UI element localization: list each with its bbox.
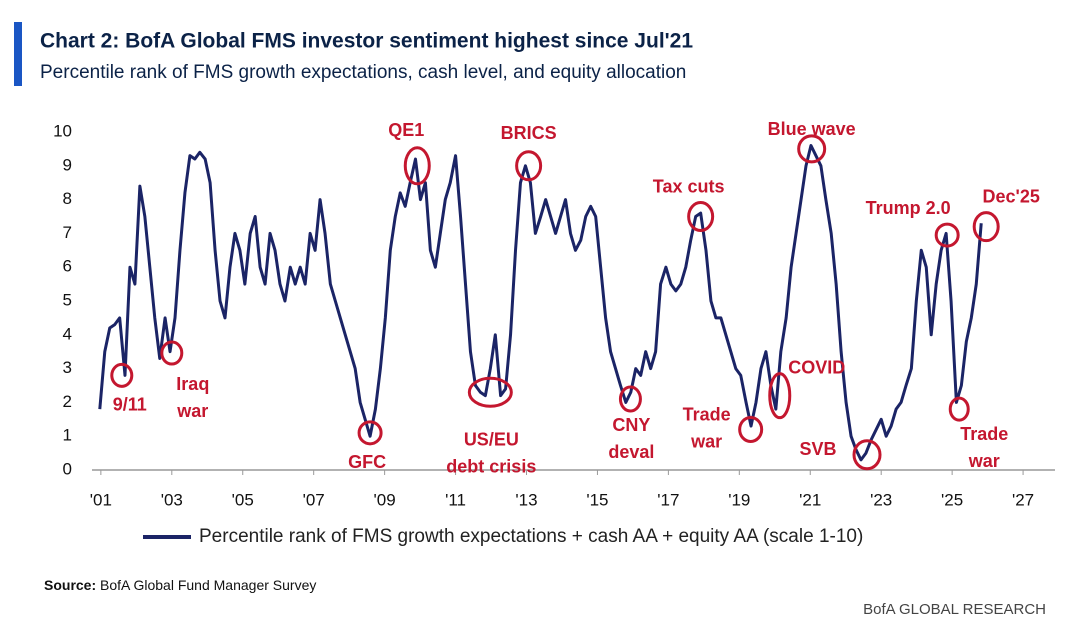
annotation-line: Trade	[683, 404, 731, 424]
annotation-line: BRICS	[501, 123, 557, 143]
y-tick-label: 9	[63, 155, 72, 174]
annotation-label: Tax cuts	[653, 176, 725, 196]
annotation-label: Trump 2.0	[866, 198, 951, 218]
brand: BofA GLOBAL RESEARCH	[863, 601, 1046, 618]
annotation-line: CNY	[612, 415, 650, 435]
annotation-line: debt crisis	[446, 456, 536, 476]
x-tick-label: '21	[799, 490, 821, 509]
annotation-circle	[948, 396, 970, 422]
annotation-line: Dec'25	[983, 186, 1040, 206]
annotation-label: 9/11	[113, 394, 147, 414]
x-tick-label: '17	[657, 490, 679, 509]
annotation-circle	[403, 146, 431, 186]
legend-label: Percentile rank of FMS growth expectatio…	[199, 526, 863, 547]
annotation-label: Blue wave	[768, 119, 856, 139]
y-tick-label: 0	[63, 459, 72, 478]
annotation-label: Iraq war	[176, 374, 209, 421]
x-tick-label: '15	[586, 490, 608, 509]
annotation-line: deval	[608, 442, 654, 462]
annotation-circle	[797, 134, 827, 164]
series-line	[98, 144, 983, 462]
annotation-circle	[852, 439, 882, 471]
x-tick-label: '07	[303, 490, 325, 509]
annotation-circle	[738, 415, 764, 443]
x-tick-label: '13	[515, 490, 537, 509]
y-tick-label: 1	[63, 426, 72, 445]
chart-title: Chart 2: BofA Global FMS investor sentim…	[40, 30, 693, 53]
annotation-label: BRICS	[501, 123, 557, 143]
annotation-line: Trump 2.0	[866, 198, 951, 218]
y-tick-label: 10	[53, 121, 72, 140]
annotation-label: GFC	[348, 452, 386, 472]
annotation-label: Trade war	[960, 424, 1008, 471]
annotation-label: CNY deval	[608, 415, 654, 462]
annotation-circle	[110, 362, 134, 388]
annotation-line: Iraq	[176, 374, 209, 394]
annotation-circle	[972, 211, 1000, 243]
annotation-label: COVID	[788, 357, 845, 377]
annotation-label: Trade war	[683, 404, 731, 451]
y-tick-label: 6	[63, 257, 72, 276]
annotation-circle	[934, 222, 960, 248]
annotation-label: SVB	[800, 439, 837, 459]
annotation-line: 9/11	[113, 394, 147, 414]
source-label: Source:	[44, 577, 96, 593]
annotation-line: war	[690, 431, 722, 451]
y-tick-label: 2	[63, 392, 72, 411]
x-tick-label: '19	[728, 490, 750, 509]
annotation-line: Blue wave	[768, 119, 856, 139]
annotation-line: GFC	[348, 452, 386, 472]
annotation-label: Dec'25	[983, 186, 1040, 206]
x-tick-label: '03	[161, 490, 183, 509]
x-tick-label: '05	[232, 490, 254, 509]
annotation-label: QE1	[388, 120, 424, 140]
annotation-line: QE1	[388, 120, 424, 140]
title-accent	[14, 22, 22, 86]
x-tick-label: '23	[870, 490, 892, 509]
x-tick-label: '11	[445, 490, 466, 509]
y-tick-label: 4	[63, 324, 72, 343]
x-tick-label: '09	[374, 490, 396, 509]
chart-subtitle: Percentile rank of FMS growth expectatio…	[40, 62, 686, 83]
y-tick-label: 8	[63, 189, 72, 208]
y-tick-label: 3	[63, 358, 72, 377]
annotation-line: Trade	[960, 424, 1008, 444]
annotation-line: US/EU	[464, 429, 519, 449]
annotation-circle	[357, 420, 383, 446]
source-text: BofA Global Fund Manager Survey	[100, 577, 316, 593]
y-tick-label: 5	[63, 290, 72, 309]
annotation-line: Tax cuts	[653, 176, 725, 196]
annotation-circle	[768, 372, 792, 420]
source: Source: BofA Global Fund Manager Survey	[44, 577, 316, 593]
annotation-circle	[467, 376, 513, 408]
annotation-circle	[618, 385, 642, 413]
annotation-line: war	[176, 401, 208, 421]
x-tick-label: '25	[941, 490, 963, 509]
annotation-line: COVID	[788, 357, 845, 377]
annotation-circle	[687, 201, 715, 232]
annotation-circle	[515, 150, 543, 182]
annotation-label: US/EU debt crisis	[446, 429, 536, 476]
annotation-line: SVB	[800, 439, 837, 459]
annotation-circle	[160, 340, 184, 366]
x-tick-label: '27	[1012, 490, 1034, 509]
y-tick-label: 7	[63, 223, 72, 242]
x-tick-label: '01	[90, 490, 112, 509]
annotation-line: war	[968, 451, 1000, 471]
